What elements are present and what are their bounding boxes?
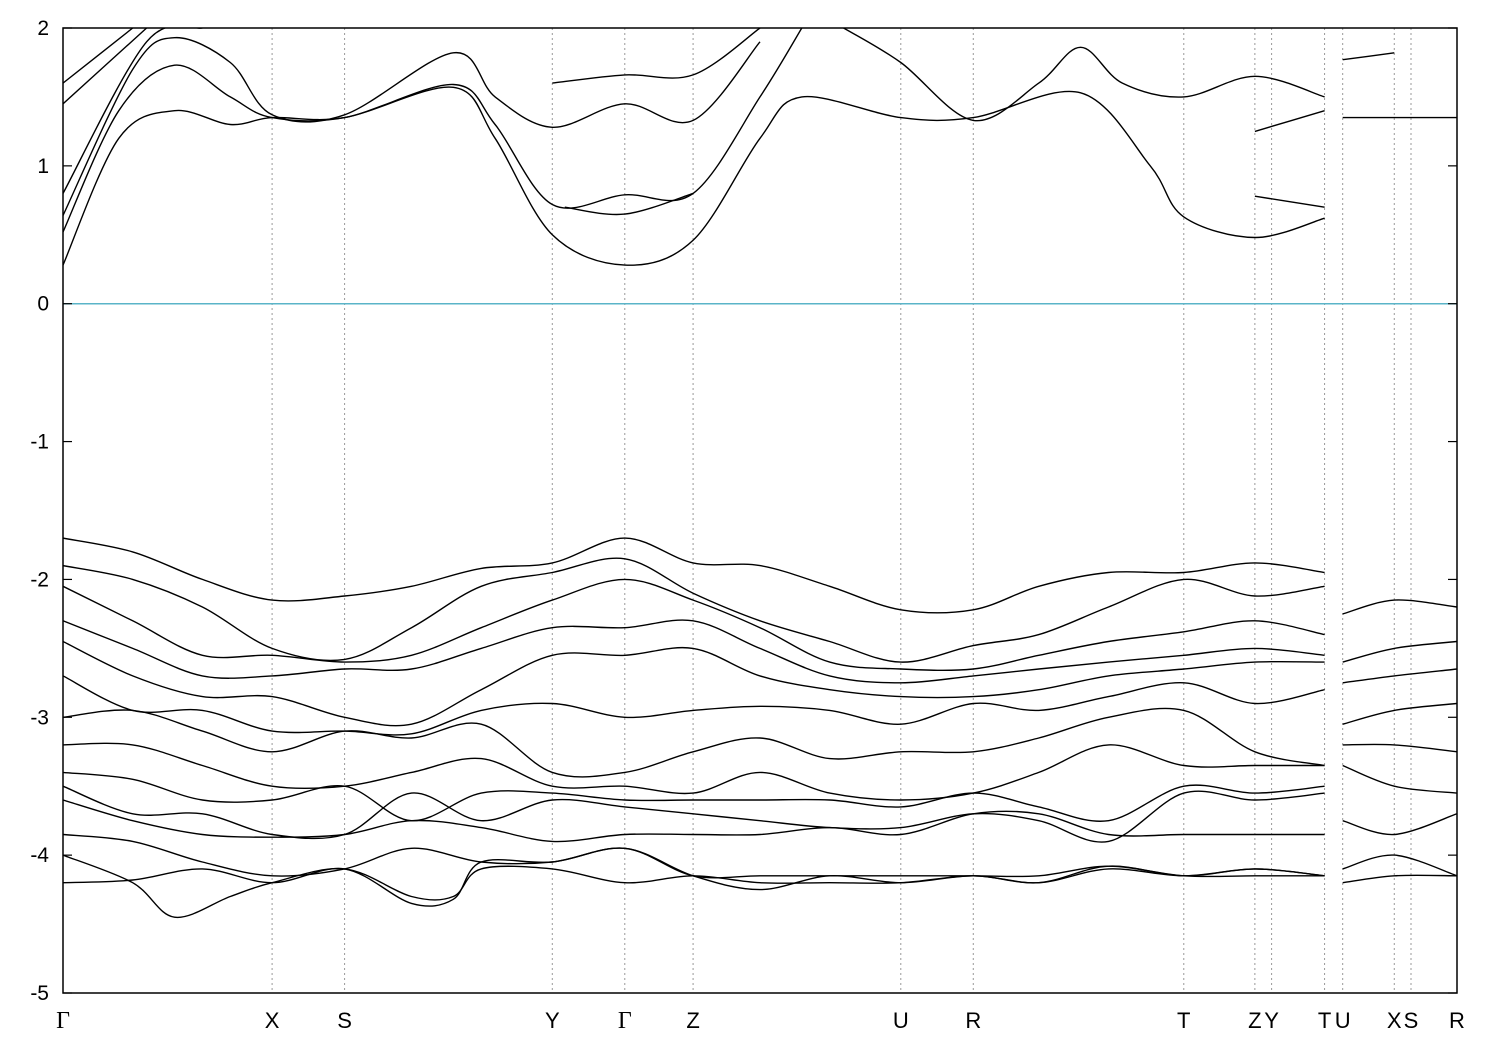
- band-line: [1342, 599, 1457, 615]
- kpoint-label: Z: [686, 1008, 699, 1033]
- band-line: [1342, 52, 1395, 61]
- band-line: [63, 86, 1325, 266]
- kpath-gridlines: [271, 28, 1412, 993]
- plot-frame: [62, 27, 1458, 994]
- y-axis-ticks: 2 1 0 -1 -2 -3 -4 -5: [30, 17, 1457, 1005]
- band-line: [1342, 874, 1457, 884]
- band-line: [63, 28, 148, 105]
- band-line: [63, 785, 1325, 843]
- kpoint-label: R: [965, 1008, 981, 1033]
- band-line: [63, 28, 203, 194]
- band-line: [1342, 640, 1457, 663]
- band-line: [63, 742, 1325, 801]
- kpoint-label: S: [337, 1008, 352, 1033]
- y-tick-label: -4: [30, 844, 49, 867]
- y-tick-label: -5: [30, 982, 49, 1005]
- band-line: [63, 854, 1325, 918]
- band-line: [63, 28, 134, 84]
- band-line: [63, 675, 1325, 736]
- kpoint-label: Y: [545, 1008, 560, 1033]
- kpoint-label: Γ: [618, 1008, 632, 1034]
- y-tick-label: 1: [37, 155, 49, 178]
- kpoint-label: X: [265, 1008, 280, 1033]
- y-tick-label: -1: [30, 431, 49, 454]
- kpoint-label: R: [1449, 1008, 1465, 1033]
- band-line: [1342, 813, 1457, 836]
- kpoint-label: U: [893, 1008, 909, 1033]
- band-line: [63, 799, 1325, 843]
- kpoint-label: U: [1335, 1008, 1351, 1033]
- y-tick-label: -3: [30, 706, 49, 729]
- band-line: [843, 28, 1325, 122]
- band-line: [63, 578, 1325, 672]
- band-line: [552, 28, 761, 84]
- band-line: [63, 619, 1325, 684]
- y-tick-label: 0: [37, 293, 49, 316]
- band-line: [1254, 195, 1325, 208]
- y-tick-label: 2: [37, 17, 49, 40]
- kpoint-label: Γ: [56, 1008, 70, 1034]
- band-line: [1342, 743, 1457, 753]
- band-line: [63, 36, 761, 216]
- kpoint-label: X: [1387, 1008, 1402, 1033]
- band-line: [63, 847, 1325, 907]
- kpoint-label: T: [1318, 1008, 1331, 1033]
- band-lines: [63, 28, 1457, 918]
- band-line: [1342, 668, 1457, 684]
- band-line: [63, 833, 1325, 879]
- kpoint-label: Y: [1264, 1008, 1279, 1033]
- band-line: [63, 557, 1325, 663]
- band-line: [63, 537, 1325, 614]
- band-line: [1342, 854, 1457, 877]
- band-line: [1342, 702, 1457, 725]
- band-line: [63, 771, 1325, 822]
- band-line: [1254, 110, 1325, 133]
- band-line: [564, 192, 694, 216]
- kpoint-label: S: [1404, 1008, 1419, 1033]
- kpoint-label: Z: [1248, 1008, 1261, 1033]
- band-line: [1342, 764, 1457, 794]
- band-line: [63, 707, 1325, 778]
- band-line: [63, 28, 803, 233]
- y-tick-label: -2: [30, 568, 49, 591]
- band-line: [63, 640, 1325, 727]
- kpoint-label: T: [1177, 1008, 1190, 1033]
